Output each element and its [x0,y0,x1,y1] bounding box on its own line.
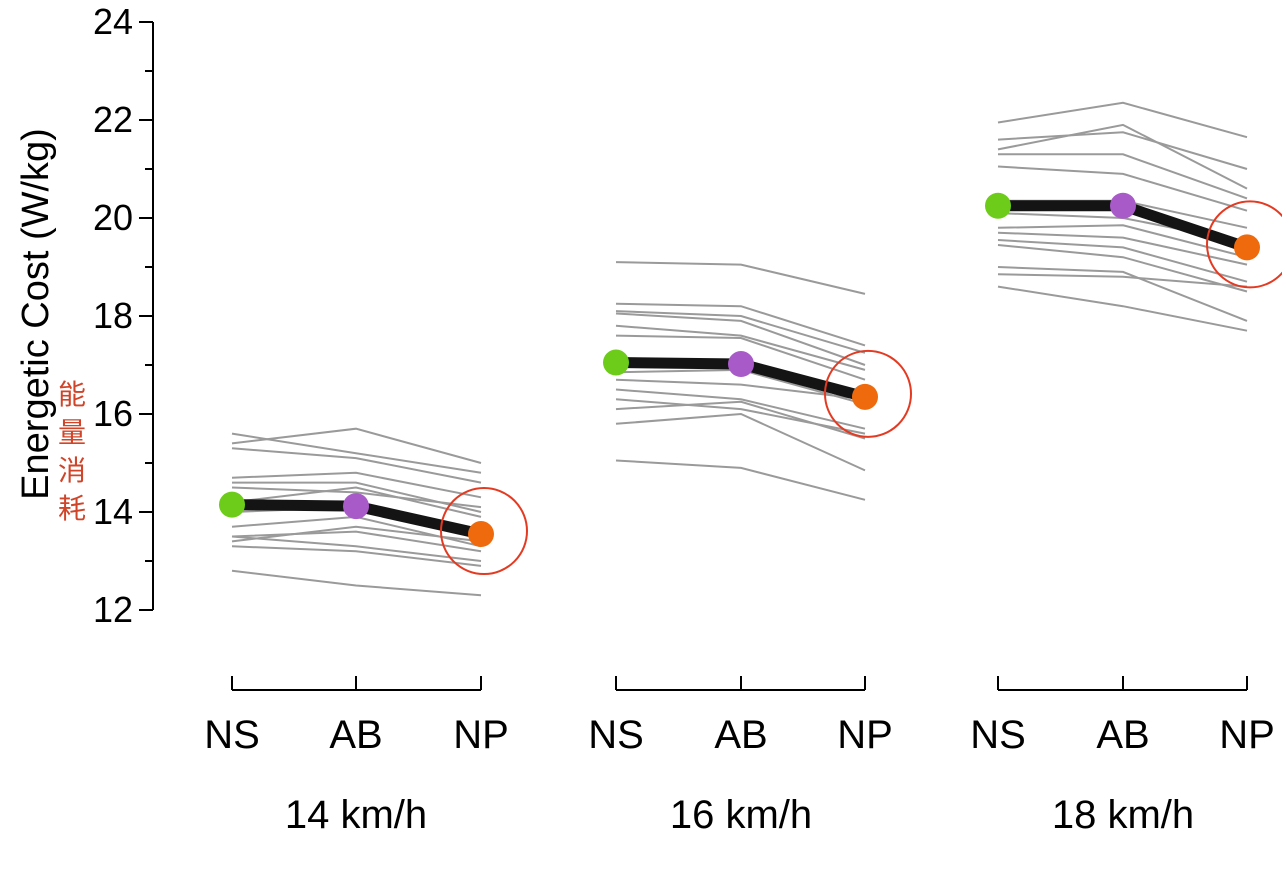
annotation-char: 量 [57,416,86,449]
y-tick-label: 22 [93,99,133,140]
individual-line [231,525,482,543]
individual-line [231,486,482,509]
y-tick-label: 24 [93,1,133,42]
individual-line [615,302,866,347]
individual-line [615,388,866,430]
individual-line [997,224,1248,259]
y-axis: 12 14 16 18 20 22 24 [93,1,154,630]
individual-line [615,261,866,295]
highlight-circle [1206,200,1282,289]
mean-point-ab [1110,192,1136,219]
individual-line [615,400,866,440]
y-tick-label: 12 [93,589,133,630]
y-axis-title: Energetic Cost (W/kg) [15,128,57,500]
individual-line [997,239,1248,283]
annotation-char: 消 [57,454,86,487]
mean-point-ns [219,491,245,518]
y-tick-label: 18 [93,295,133,336]
individual-line [615,334,866,381]
individual-line [615,412,866,472]
y-tick-label: 14 [93,491,133,532]
individual-line [997,266,1248,322]
x-category-label: NP [1219,713,1275,757]
mean-point-np [468,521,494,548]
individual-line [997,131,1248,170]
x-category-label: AB [714,713,767,757]
x-category-label: NS [204,713,260,757]
group-label: 16 km/h [670,793,812,837]
highlight-circle [824,349,912,438]
x-category-label: NP [453,713,509,757]
mean-point-ns [985,192,1011,219]
y-tick-label: 20 [93,197,133,238]
highlight-circle [440,487,528,576]
individual-line [615,324,866,371]
individual-line [231,545,482,567]
individual-line [231,432,482,474]
individual-line [997,101,1248,139]
mean-point-ab [728,351,754,378]
annotation-char: 能 [57,378,86,411]
individual-line [615,310,866,354]
individual-lines [231,101,1248,597]
individual-line [997,285,1248,332]
individual-line [997,231,1248,266]
mean-point-np [1234,234,1260,261]
x-category-label: NS [970,713,1026,757]
mean-point-ns [603,349,629,376]
individual-line [615,378,866,401]
x-category-label: AB [1096,713,1149,757]
individual-line [231,447,482,484]
chinese-annotation: 能 量 消 耗 [55,376,89,528]
individual-line [997,123,1248,190]
individual-line [231,471,482,499]
individual-line [615,312,866,366]
individual-line [231,569,482,597]
group-label: 18 km/h [1052,793,1194,837]
individual-line [997,244,1248,293]
mean-series [219,192,1282,576]
mean-point-np [852,383,878,410]
annotation-char: 耗 [57,492,86,525]
x-category-label: AB [329,713,382,757]
individual-line [615,459,866,501]
x-axes: NS AB NP 14 km/h NS AB NP 16 km/h NS AB NP 18 km/h [204,676,1275,837]
individual-line [998,153,1248,200]
y-tick-label: 16 [93,393,133,434]
individual-line [997,273,1248,288]
group-label: 14 km/h [285,793,427,837]
individual-line [231,535,482,562]
individual-line [231,486,482,518]
x-category-label: NS [588,713,644,757]
x-category-label: NP [837,713,893,757]
mean-point-ab [343,493,369,520]
individual-line [231,427,482,464]
individual-line [231,530,482,553]
individual-line [997,165,1248,212]
